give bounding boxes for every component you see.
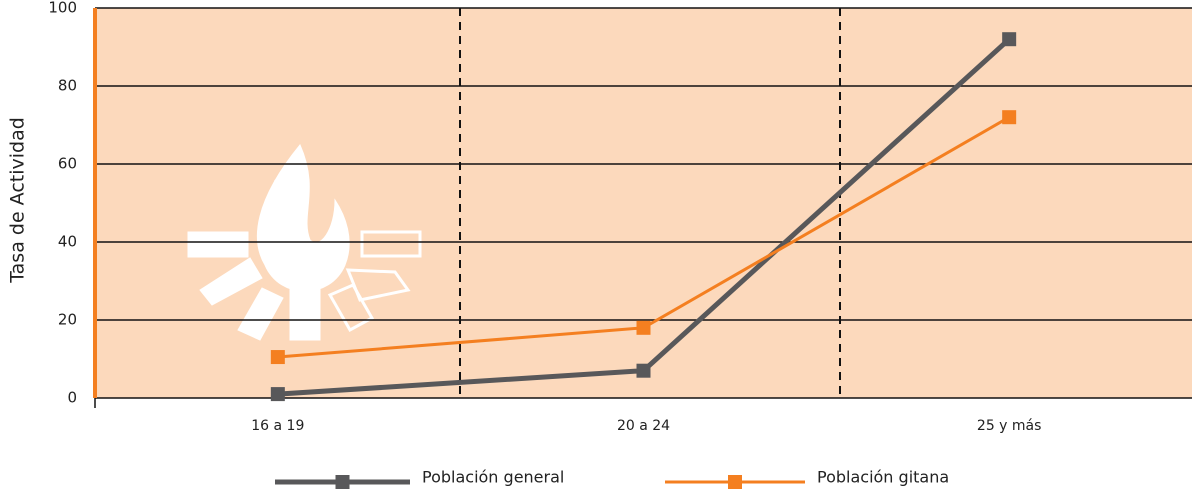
y-tick-label: 60 xyxy=(58,155,77,173)
legend-label: Población gitana xyxy=(817,468,949,487)
marker xyxy=(270,350,285,365)
y-tick-label: 0 xyxy=(67,389,77,407)
y-tick-label: 80 xyxy=(58,77,77,95)
legend-marker xyxy=(728,475,742,489)
legend-label: Población general xyxy=(422,468,564,487)
y-axis-label: Tasa de Actividad xyxy=(7,117,29,284)
y-tick-label: 20 xyxy=(58,311,77,329)
x-tick-label: 25 y más xyxy=(977,418,1042,434)
legend-marker xyxy=(335,475,350,489)
x-tick-label: 20 a 24 xyxy=(617,418,670,434)
logo xyxy=(187,144,422,341)
marker xyxy=(636,320,651,335)
marker xyxy=(270,387,285,402)
x-tick-label: 16 a 19 xyxy=(251,418,304,434)
marker xyxy=(1002,110,1017,125)
y-tick-label: 100 xyxy=(48,0,77,17)
marker xyxy=(636,363,651,378)
y-tick-label: 40 xyxy=(58,233,77,251)
marker xyxy=(1002,32,1017,47)
